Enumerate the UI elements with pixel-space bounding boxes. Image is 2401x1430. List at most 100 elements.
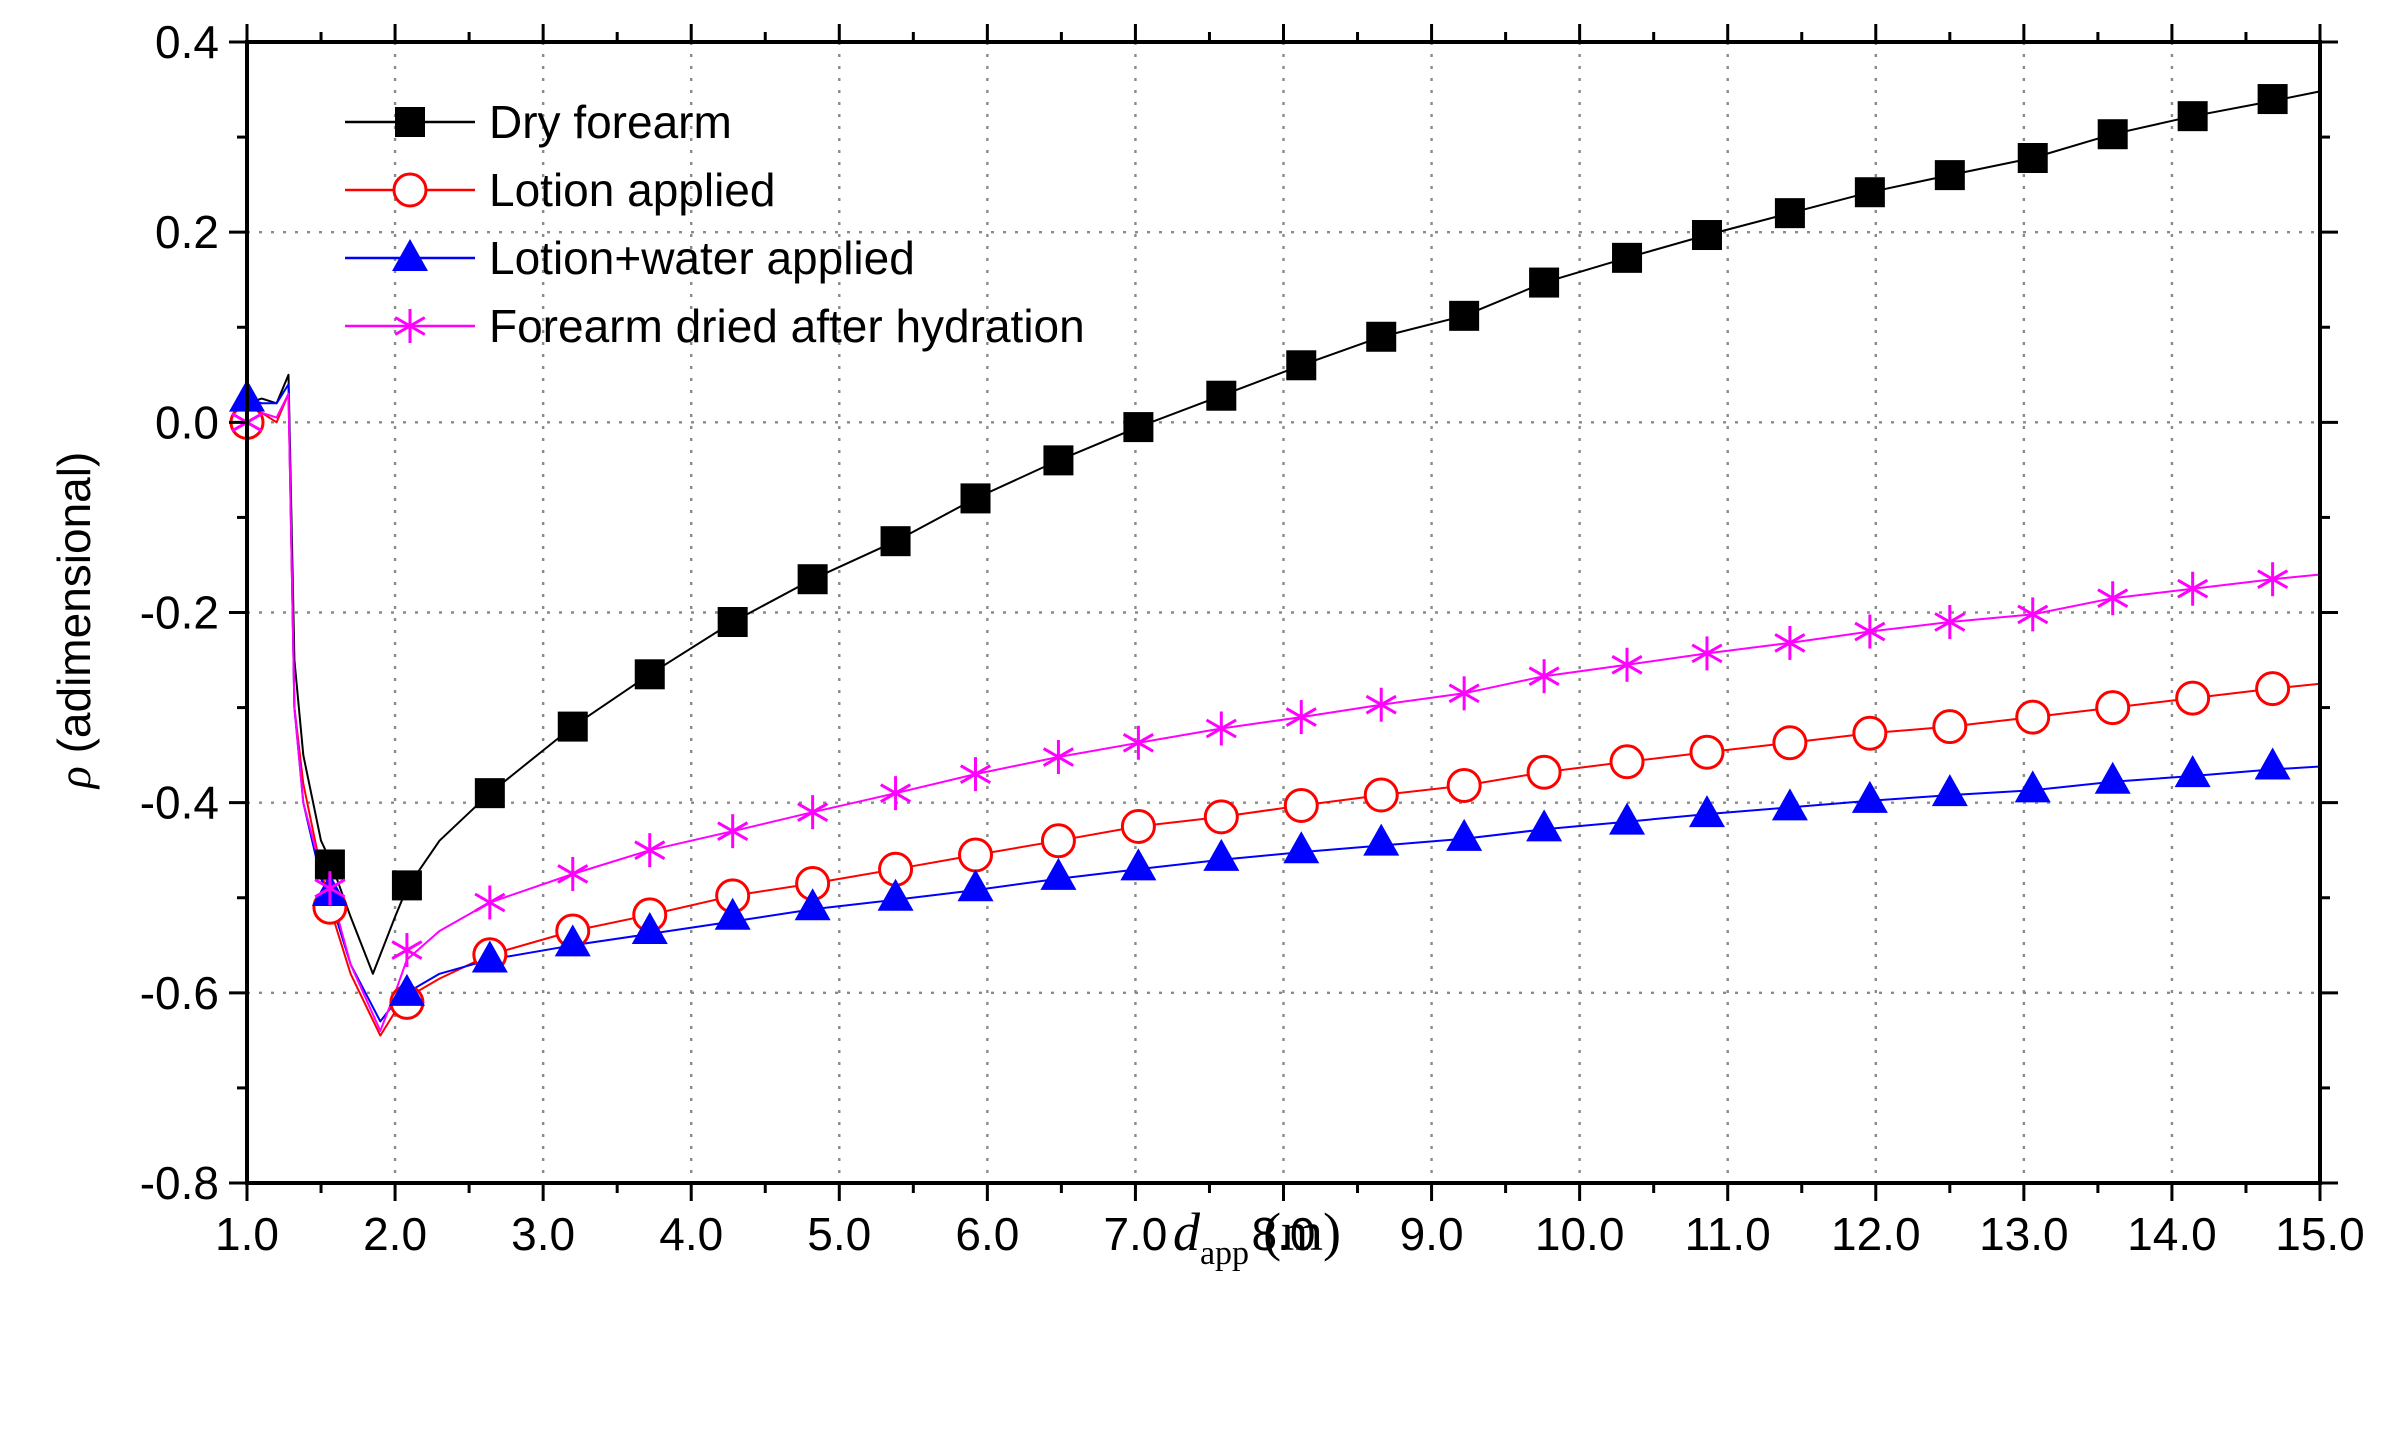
series-markers-2 [229, 404, 2291, 1020]
data-point [1203, 799, 1239, 835]
data-point [554, 924, 591, 957]
series-markers [229, 84, 2291, 1020]
y-tick-label: -0.8 [140, 1157, 219, 1209]
data-point [1120, 848, 1157, 881]
x-tick-label: 5.0 [807, 1208, 871, 1260]
data-point [958, 837, 994, 873]
data-point [474, 885, 506, 920]
data-point [1612, 242, 1643, 273]
data-point [1771, 788, 1808, 821]
data-point [1448, 676, 1480, 711]
data-point [2017, 597, 2049, 632]
data-point [880, 776, 912, 811]
data-point [1851, 780, 1888, 813]
x-tick-label: 7.0 [1103, 1208, 1167, 1260]
y-tick-label: -0.2 [140, 587, 219, 639]
data-point [2254, 747, 2291, 780]
x-tick-label: 10.0 [1535, 1208, 1625, 1260]
data-point [1774, 625, 1806, 660]
data-point [1205, 711, 1237, 746]
data-point [1206, 380, 1237, 411]
legend-label: Lotion+water applied [489, 232, 915, 284]
data-point [1934, 160, 1965, 191]
data-point [631, 912, 668, 945]
data-point [1042, 740, 1074, 775]
data-point [1774, 198, 1805, 229]
data-point [557, 856, 589, 891]
x-tick-label: 13.0 [1979, 1208, 2069, 1260]
x-axis-label: dapp (m) [1173, 1202, 1341, 1272]
x-axis-label-subscript: app [1200, 1235, 1249, 1272]
data-point [314, 871, 346, 906]
data-point [557, 711, 588, 742]
data-point [1120, 808, 1156, 844]
x-tick-label: 1.0 [215, 1208, 279, 1260]
data-point [2097, 581, 2129, 616]
legend-marker [392, 172, 428, 208]
x-tick-label: 15.0 [2275, 1208, 2365, 1260]
legend-item: Lotion+water applied [345, 232, 915, 284]
data-point [1286, 350, 1317, 381]
y-tick-label: 0.0 [155, 396, 219, 448]
data-point [2177, 101, 2208, 132]
data-point [1203, 838, 1240, 871]
x-tick-label: 4.0 [659, 1208, 723, 1260]
data-point [2174, 755, 2211, 788]
x-tick-label: 14.0 [2127, 1208, 2217, 1260]
data-point [797, 564, 828, 595]
data-point [2097, 119, 2128, 150]
legend-marker [395, 107, 425, 137]
data-point [2095, 690, 2131, 726]
data-point [2257, 84, 2288, 115]
x-tick-label: 6.0 [955, 1208, 1019, 1260]
data-point [957, 869, 994, 902]
data-point [960, 483, 991, 514]
data-point [717, 607, 748, 638]
series-markers-1 [314, 84, 2288, 901]
data-point [2017, 143, 2048, 174]
data-point [714, 897, 751, 930]
x-tick-labels: 1.0 2.0 3.0 4.0 5.0 6.0 7.0 8.0 9.0 10.0 11.0 12.0 1… [215, 1208, 2365, 1260]
legend-item: Dry forearm [345, 96, 732, 148]
x-tick-label: 9.0 [1400, 1208, 1464, 1260]
y-tick-label: -0.4 [140, 777, 219, 829]
data-point [1611, 647, 1643, 682]
axis-ticks [229, 24, 2338, 1201]
data-point [1772, 725, 1808, 761]
data-point [391, 870, 422, 901]
data-point [959, 757, 992, 792]
y-tick-labels: 0.4 0.2 0.0 -0.2 -0.4 -0.6 -0.8 [140, 16, 219, 1209]
data-point [1283, 831, 1320, 864]
x-tick-label: 11.0 [1685, 1208, 1771, 1260]
y-tick-label: 0.4 [155, 16, 219, 68]
data-point [1852, 715, 1888, 751]
data-point [474, 778, 505, 809]
x-tick-label: 3.0 [511, 1208, 575, 1260]
data-point [1526, 754, 1562, 790]
y-axis-label-symbol: ρ [49, 766, 100, 790]
data-point [1932, 709, 1968, 745]
data-point [1529, 267, 1560, 298]
data-point [2014, 770, 2051, 803]
data-point [1609, 744, 1645, 780]
data-point [2094, 761, 2131, 794]
data-point [1688, 795, 1725, 828]
data-point [1446, 768, 1482, 804]
data-point [880, 526, 911, 557]
y-axis-label-text: (adimensional) [48, 452, 100, 766]
data-point [1691, 636, 1723, 671]
data-point [1363, 777, 1399, 813]
data-point [1365, 687, 1397, 722]
data-point [1689, 734, 1725, 770]
data-point [1122, 725, 1154, 760]
data-point [1854, 177, 1885, 208]
legend-marker [392, 239, 428, 271]
x-axis-label-main: d [1173, 1202, 1201, 1262]
data-point [1526, 809, 1563, 842]
series-markers-3 [229, 379, 2291, 1006]
data-point [1363, 823, 1400, 856]
data-point [1528, 659, 1560, 694]
legend: Dry forearm Lotion applied Lotion+water ap… [345, 96, 1085, 352]
data-point [634, 833, 666, 868]
